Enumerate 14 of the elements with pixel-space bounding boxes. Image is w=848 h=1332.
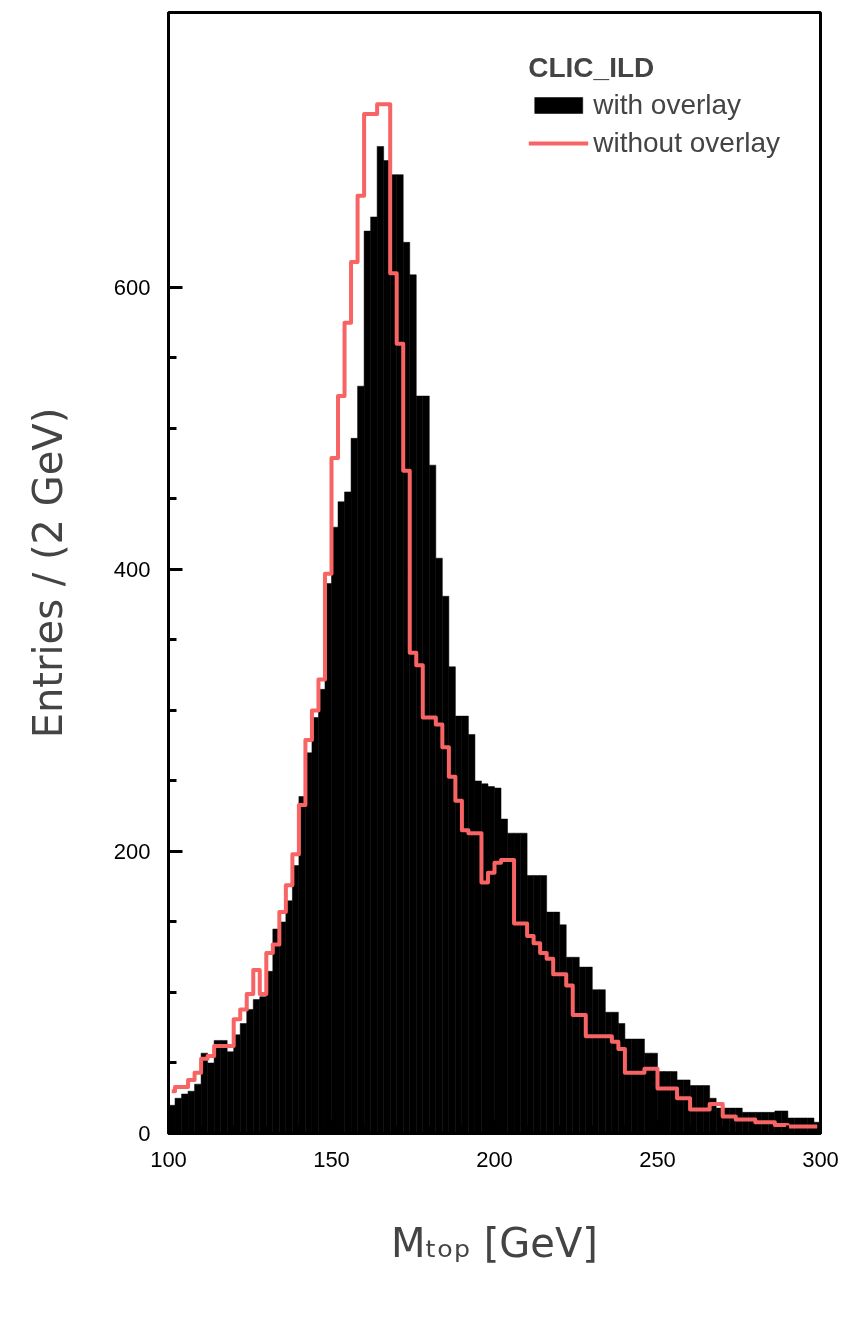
x-tick-label: 100 <box>150 1146 187 1172</box>
legend-label: without overlay <box>593 127 780 159</box>
y-tick-label: 600 <box>113 274 151 300</box>
y-axis-title: Entries / (2 GeV) <box>24 407 71 739</box>
y-tick-label: 200 <box>113 838 151 864</box>
x-tick-label: 300 <box>802 1146 839 1172</box>
x-tick-label: 250 <box>639 1146 676 1172</box>
x-tick-label: 200 <box>476 1146 513 1172</box>
legend-title: CLIC_ILD <box>528 52 656 84</box>
x-axis-title: Mₜₒₚ [GeV] <box>391 1219 598 1266</box>
y-tick-label: 0 <box>138 1121 151 1146</box>
x-tick-label: 150 <box>313 1146 350 1172</box>
y-tick-label: 400 <box>113 556 151 582</box>
legend-label: with overlay <box>593 89 742 121</box>
